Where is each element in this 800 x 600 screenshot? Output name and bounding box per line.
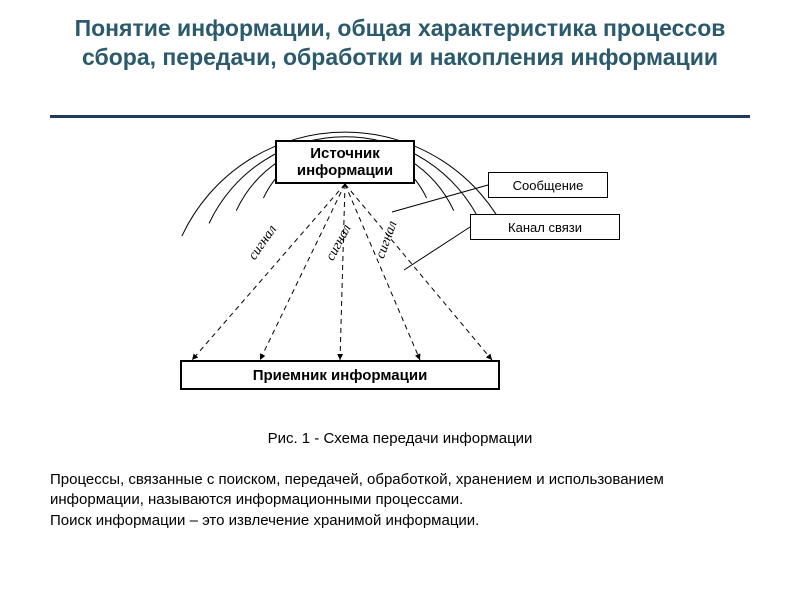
node-message-label: Сообщение xyxy=(507,176,590,195)
body-line-0: Процессы, связанные с поиском, передачей… xyxy=(50,470,750,511)
node-receiver-label: Приемник информации xyxy=(247,365,434,386)
node-receiver: Приемник информации xyxy=(180,360,500,390)
rays-group xyxy=(192,184,492,360)
body-line-1: Поиск информации – это извлечение храним… xyxy=(50,511,750,531)
node-source: Источник информации xyxy=(275,140,415,184)
title-divider xyxy=(50,115,750,118)
node-channel: Канал связи xyxy=(470,214,620,240)
figure-caption-text: Рис. 1 - Схема передачи информации xyxy=(268,430,533,447)
node-message: Сообщение xyxy=(488,172,608,198)
body-text: Процессы, связанные с поиском, передачей… xyxy=(50,470,750,531)
node-channel-label: Канал связи xyxy=(502,218,588,237)
figure-caption: Рис. 1 - Схема передачи информации xyxy=(0,430,800,447)
node-source-label: Источник информации xyxy=(277,143,413,181)
diagram-area: Источник информации Сообщение Канал связ… xyxy=(120,130,680,410)
slide-title-text: Понятие информации, общая характеристика… xyxy=(75,15,726,70)
slide-title: Понятие информации, общая характеристика… xyxy=(0,14,800,72)
